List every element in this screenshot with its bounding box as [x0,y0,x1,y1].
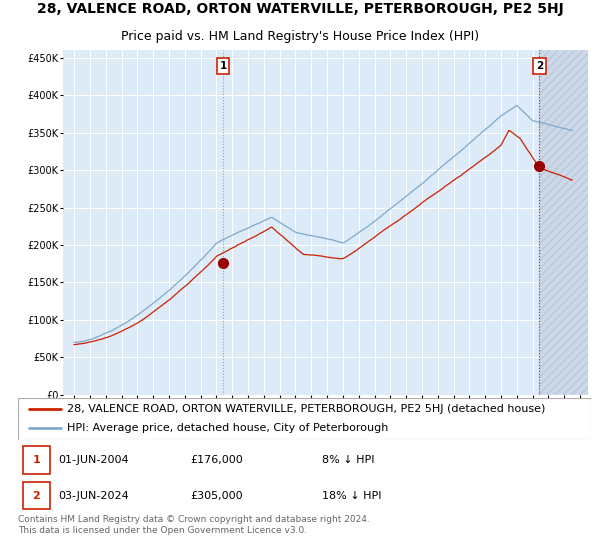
Bar [23,482,50,510]
Text: 01-JUN-2004: 01-JUN-2004 [58,455,129,465]
Text: 28, VALENCE ROAD, ORTON WATERVILLE, PETERBOROUGH, PE2 5HJ (detached house): 28, VALENCE ROAD, ORTON WATERVILLE, PETE… [67,404,545,414]
Text: 03-JUN-2024: 03-JUN-2024 [58,491,129,501]
Bar [23,446,50,474]
Text: HPI: Average price, detached house, City of Peterborough: HPI: Average price, detached house, City… [67,423,388,433]
Text: Contains HM Land Registry data © Crown copyright and database right 2024.
This d: Contains HM Land Registry data © Crown c… [18,515,370,535]
Text: 18% ↓ HPI: 18% ↓ HPI [322,491,381,501]
Text: £176,000: £176,000 [190,455,242,465]
Text: 2: 2 [32,491,40,501]
Text: 2: 2 [536,61,543,71]
Text: 28, VALENCE ROAD, ORTON WATERVILLE, PETERBOROUGH, PE2 5HJ: 28, VALENCE ROAD, ORTON WATERVILLE, PETE… [37,2,563,16]
Text: £305,000: £305,000 [190,491,242,501]
Text: 1: 1 [32,455,40,465]
Text: Price paid vs. HM Land Registry's House Price Index (HPI): Price paid vs. HM Land Registry's House … [121,30,479,43]
Text: 8% ↓ HPI: 8% ↓ HPI [322,455,374,465]
Bar [539,50,588,395]
Text: 1: 1 [220,61,227,71]
